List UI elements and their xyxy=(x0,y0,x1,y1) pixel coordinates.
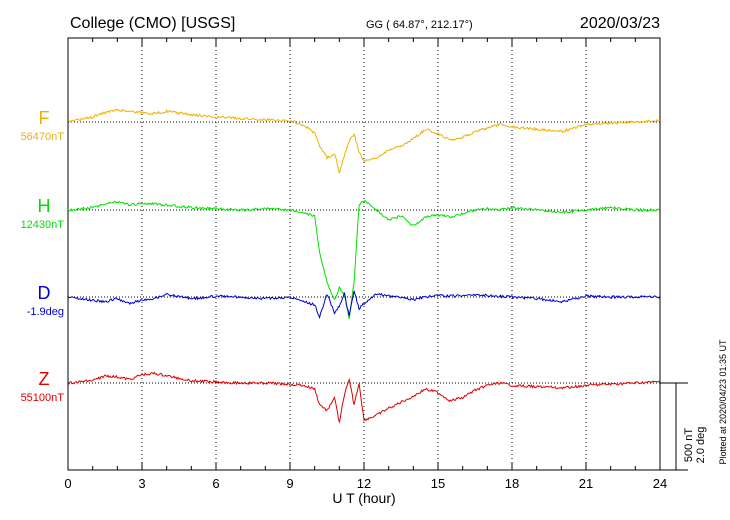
series-name-D: D xyxy=(38,283,51,303)
series-baseline-value-H: 12430nT xyxy=(21,219,65,231)
series-baseline-value-Z: 55100nT xyxy=(21,392,65,404)
tick-label-x-21: 21 xyxy=(579,476,593,491)
tick-label-x-24: 24 xyxy=(653,476,667,491)
scale-bar-nt: 500 nT xyxy=(683,428,695,463)
series-line-F xyxy=(67,108,661,174)
plot-timestamp: Plotted at 2020/04/23 01:35 UT xyxy=(718,339,728,465)
tick-label-x-12: 12 xyxy=(357,476,371,491)
series-baseline-value-F: 56470nT xyxy=(21,131,65,143)
series-line-Z xyxy=(67,371,661,424)
tick-label-x-15: 15 xyxy=(431,476,445,491)
series-lines xyxy=(67,108,661,424)
series-name-H: H xyxy=(38,196,51,216)
series-name-Z: Z xyxy=(39,369,50,389)
scale-bar: 500 nT 2.0 deg xyxy=(660,382,707,471)
tick-label-x-18: 18 xyxy=(505,476,519,491)
x-axis-label: U T (hour) xyxy=(332,490,395,506)
vertical-gridlines xyxy=(141,38,587,470)
station-title: College (CMO) [USGS] xyxy=(70,15,235,32)
series-line-D xyxy=(67,290,661,320)
date-label: 2020/03/23 xyxy=(580,15,660,32)
series-name-F: F xyxy=(39,108,50,128)
series-labels: F 56470nT H 12430nT D -1.9deg Z 55100nT xyxy=(21,108,65,404)
x-axis-tick-labels: 0 3 6 9 12 15 18 21 24 xyxy=(64,476,667,491)
series-baseline-value-D: -1.9deg xyxy=(27,306,64,318)
tick-label-x-0: 0 xyxy=(64,476,71,491)
coordinates-label: GG ( 64.87°, 212.17°) xyxy=(366,19,473,31)
x-axis-ticks xyxy=(67,38,661,470)
scale-bar-deg: 2.0 deg xyxy=(695,427,707,464)
series-line-H xyxy=(67,199,661,320)
tick-label-x-3: 3 xyxy=(138,476,145,491)
tick-label-x-6: 6 xyxy=(212,476,219,491)
tick-label-x-9: 9 xyxy=(286,476,293,491)
